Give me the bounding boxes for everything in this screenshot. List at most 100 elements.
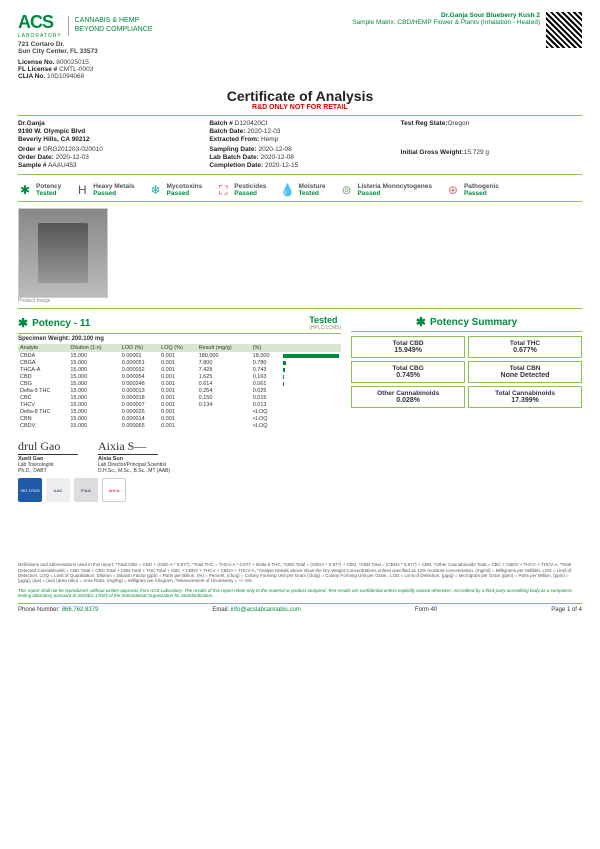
test-item: ⊚Listeria MonocytogenesPassed [340, 183, 432, 197]
table-cell [197, 408, 251, 415]
lic3: 10D1094068 [47, 73, 84, 80]
table-row: CBN15.0000.0000140.001<LOQ [18, 415, 341, 422]
test-item: ✱PotencyTested [18, 183, 61, 197]
table-row: CBGA15.0000.0000510.0017.8000.780 [18, 359, 341, 366]
signature-row: drul GaoXueli GaoLab ToxicologistPh.D., … [18, 439, 582, 474]
matrix-label: Sample Matrix: [352, 19, 395, 26]
orderdate: 2020-12-03 [56, 154, 89, 161]
table-cell: 15.000 [68, 373, 119, 380]
summary-label: Total CBG [356, 365, 460, 372]
table-cell: 0.000014 [120, 415, 159, 422]
leaf-icon: ✱ [18, 316, 28, 330]
test-icon: ⛶ [216, 183, 230, 197]
test-item: ⛶PesticidesPassed [216, 183, 266, 197]
potency-left: ✱ Potency - 11 Tested (HPLC/LCMS) Specime… [18, 315, 341, 429]
table-row: THCV15.0000.0000070.0010.1340.013 [18, 401, 341, 408]
igw-label: Initial Gross Weight: [401, 149, 464, 156]
logo-tagline: CANNABIS & HEMP BEYOND COMPLIANCE [75, 17, 153, 34]
test-name: Potency [36, 183, 61, 190]
table-cell: 0.001 [159, 387, 197, 394]
table-cell: CBD [18, 373, 68, 380]
coa-title: Certificate of Analysis [18, 88, 582, 104]
logo-sub: LABORATORY [18, 33, 62, 39]
table-cell: 0.001 [159, 408, 197, 415]
table-cell: 0.000032 [120, 366, 159, 373]
client-addr2: Beverly Hills, CA 90212 [18, 136, 90, 143]
test-label: PotencyTested [36, 183, 61, 197]
client-col: Dr.Ganja 9190 W. Olympic Blvd Beverly Hi… [18, 120, 199, 170]
table-cell: 0.254 [197, 387, 251, 394]
test-item: ❄MycotoxinsPassed [149, 183, 203, 197]
compdate-label: Completion Date: [209, 162, 263, 169]
table-cell: 0.780 [251, 359, 281, 366]
table-header: (%) [251, 344, 281, 352]
table-cell: 0.001 [159, 422, 197, 429]
tested-method: (HPLC/LCMS) [309, 325, 341, 331]
test-icon: H [75, 183, 89, 197]
test-status: Passed [464, 190, 499, 197]
summary-grid: Total CBD15.949%Total THC0.677%Total CBG… [351, 336, 582, 408]
sampleid-label: Sample # [18, 162, 47, 169]
sig-cred: Ph.D., DABT [18, 468, 78, 474]
testreg: Oregon [448, 120, 470, 127]
footer-page: Page 1 of 4 [551, 607, 582, 613]
table-cell: 0.134 [197, 401, 251, 408]
summary-box: Total CBNNone Detected [468, 361, 582, 383]
table-header [281, 344, 341, 352]
table-row: CBG15.0000.0002480.0010.6140.061 [18, 380, 341, 387]
potency-tbody: CBDA15.0000.000010.001180.00018.000CBGA1… [18, 352, 341, 429]
potency-tested: Tested (HPLC/LCMS) [309, 315, 341, 331]
labdate-label: Lab Batch Date: [209, 154, 258, 161]
labdate: 2020-12-08 [261, 154, 294, 161]
sample-name: Dr.Ganja Sour Blueberry Kush 2 [352, 12, 540, 19]
table-cell: 0.000018 [120, 394, 159, 401]
sig-mark: Aixia S— [98, 439, 158, 455]
product-image-caption: Product Image [18, 298, 582, 304]
table-cell [197, 415, 251, 422]
test-status: Passed [167, 190, 203, 197]
summary-label: Other Cannabinoids [356, 390, 460, 397]
summary-value: 0.028% [356, 397, 460, 404]
page-root: ACS LABORATORY CANNABIS & HEMP BEYOND CO… [0, 0, 600, 625]
table-cell: <LOQ [251, 408, 281, 415]
table-cell: 0.000054 [120, 373, 159, 380]
test-label: PathogenicPassed [464, 183, 499, 197]
bar-cell [281, 373, 341, 380]
sample-info: Dr.Ganja Sour Blueberry Kush 2 Sample Ma… [352, 12, 540, 26]
test-name: Moisture [298, 183, 325, 190]
tagline2: BEYOND COMPLIANCE [75, 26, 153, 34]
cert-badge: ILAC [46, 478, 70, 502]
summary-title-text: Potency Summary [430, 317, 517, 328]
sig-cred: D.H.Sc., M.Sc., B.Sc., MT (AAB) [98, 468, 170, 474]
table-cell: <LOQ [251, 422, 281, 429]
table-row: Delta-9 THC15.0000.0000130.0010.2540.025 [18, 387, 341, 394]
table-cell: 0.001 [159, 352, 197, 359]
footer-email: Email: info@acslabcannabis.com [212, 607, 300, 613]
product-image [18, 208, 108, 298]
test-item: ⊕PathogenicPassed [446, 183, 499, 197]
batch-label: Batch # [209, 120, 232, 127]
specimen-weight: Specimen Weight: 200.100 mg [18, 336, 341, 342]
table-cell: 15.000 [68, 359, 119, 366]
footer-form: Form 40 [415, 607, 437, 613]
test-name: Pathogenic [464, 183, 499, 190]
table-row: CBDA15.0000.000010.001180.00018.000 [18, 352, 341, 359]
leaf-icon-2: ✱ [416, 315, 426, 329]
qr-code [546, 12, 582, 48]
bar-cell [281, 422, 341, 429]
table-cell: CBDA [18, 352, 68, 359]
bar-cell [281, 394, 341, 401]
test-label: Heavy MetalsPassed [93, 183, 134, 197]
table-cell: CBC [18, 394, 68, 401]
lic1: 800025015 [56, 59, 89, 66]
summary-label: Total THC [473, 340, 577, 347]
summary-box: Total CBD15.949% [351, 336, 465, 358]
extract: Hemp [261, 136, 278, 143]
matrix: CBD/HEMP [397, 19, 431, 26]
summary-title: ✱ Potency Summary [351, 315, 582, 332]
table-cell: CBG [18, 380, 68, 387]
table-cell: 0.001 [159, 401, 197, 408]
potency-title-text: Potency - 11 [32, 318, 90, 329]
phone-label: Phone Number: [18, 607, 60, 613]
bar-cell [281, 415, 341, 422]
